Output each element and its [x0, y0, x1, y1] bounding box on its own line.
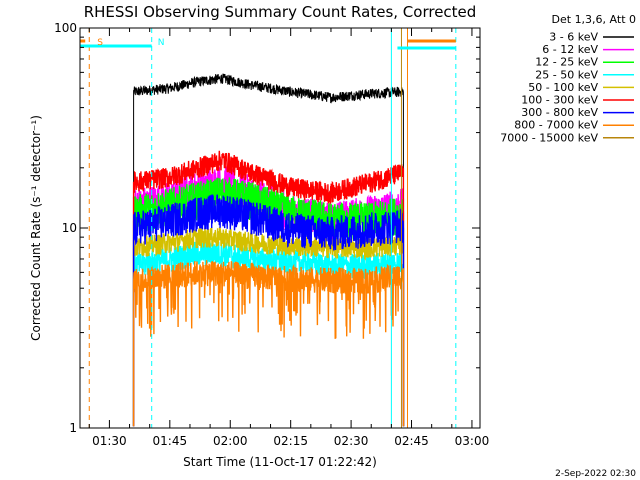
x-tick-label: 02:30 [334, 434, 369, 448]
series-line [132, 150, 405, 427]
legend-title: Det 1,3,6, Att 0 [552, 13, 636, 26]
x-tick-label: 01:30 [92, 434, 127, 448]
saa-flag: S [97, 38, 103, 48]
legend-label: 100 - 300 keV [521, 94, 598, 107]
y-axis-label: Corrected Count Rate (s⁻¹ detector⁻¹) [29, 115, 43, 341]
y-tick-label: 100 [54, 21, 77, 35]
series-line [132, 260, 405, 427]
legend-label: 25 - 50 keV [535, 68, 598, 81]
x-tick-label: 02:45 [394, 434, 429, 448]
legend-label: 3 - 6 keV [549, 31, 598, 44]
legend-label: 12 - 25 keV [535, 56, 598, 69]
y-tick-label: 10 [62, 221, 77, 235]
legend-label: 6 - 12 keV [542, 43, 598, 56]
legend-label: 50 - 100 keV [528, 81, 598, 94]
x-tick-label: 02:00 [213, 434, 248, 448]
footer-date: 2-Sep-2022 02:30 [555, 469, 636, 479]
x-axis: 01:30 01:45 02:00 02:15 02:30 02:45 03:00 [88, 28, 490, 448]
x-tick-label: 03:00 [455, 434, 490, 448]
x-tick-label: 02:15 [273, 434, 308, 448]
x-tick-label: 01:45 [153, 434, 188, 448]
y-tick-label: 1 [69, 421, 77, 435]
chart-title: RHESSI Observing Summary Count Rates, Co… [84, 3, 477, 21]
legend-label: 300 - 800 keV [521, 106, 598, 119]
x-axis-label: Start Time (11-Oct-17 01:22:42) [183, 455, 377, 469]
legend-label: 7000 - 15000 keV [500, 131, 598, 144]
series-line [132, 194, 405, 427]
y-axis: 1 10 100 [54, 21, 480, 435]
legend-label: 800 - 7000 keV [514, 119, 598, 132]
series-line [132, 241, 405, 427]
night-flag: N [158, 38, 165, 48]
series-line [133, 73, 404, 427]
series-layer [132, 73, 405, 427]
